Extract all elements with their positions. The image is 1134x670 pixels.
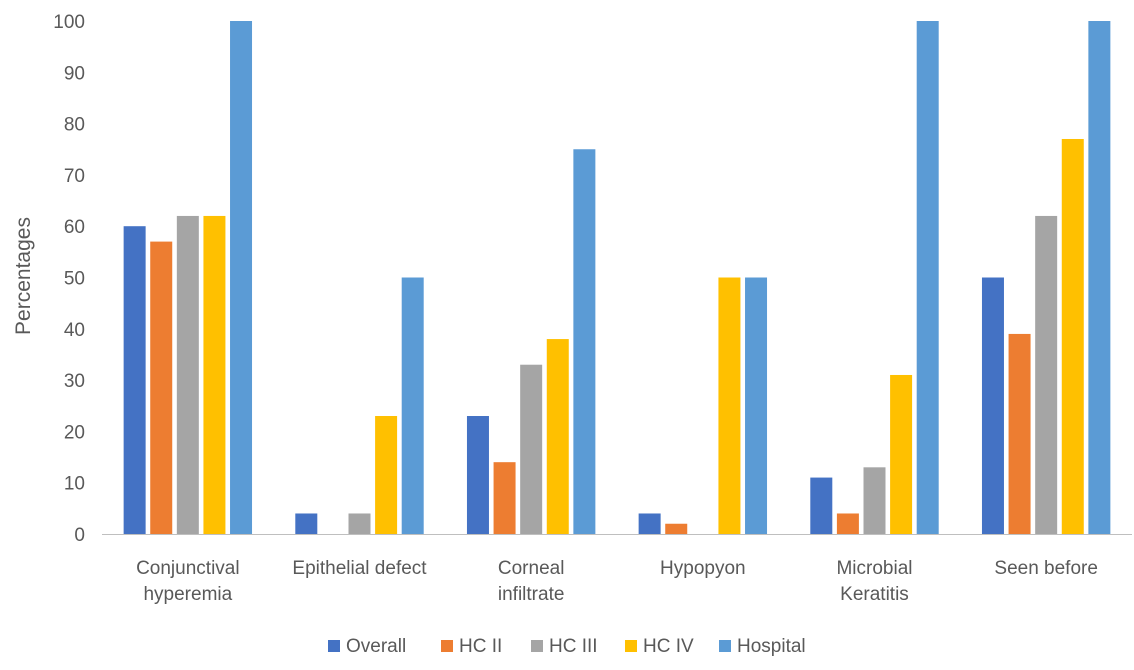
x-category-label: Corneal infiltrate: [498, 558, 565, 605]
bar-hc-iv: [890, 374, 913, 534]
legend-swatch: [531, 640, 543, 652]
legend-swatch: [625, 640, 637, 652]
bar-hospital: [916, 21, 939, 534]
bar-hc-iv: [375, 416, 398, 534]
y-tick-label: 100: [53, 12, 85, 33]
bar-overall: [810, 477, 833, 534]
y-tick-label: 10: [64, 474, 85, 495]
bar-hc-ii: [665, 523, 688, 534]
legend-swatch: [441, 640, 453, 652]
bar-hospital: [401, 277, 424, 534]
bars: [123, 21, 1111, 535]
bar-hc-iii: [520, 364, 543, 534]
y-tick-label: 20: [64, 422, 85, 443]
bar-hc-iii: [1035, 215, 1058, 534]
y-tick-label: 70: [64, 166, 85, 187]
legend-swatch: [719, 640, 731, 652]
bar-hc-ii: [493, 462, 516, 534]
y-tick-label: 0: [74, 525, 85, 546]
bar-overall: [295, 513, 318, 534]
y-tick-label: 30: [64, 371, 85, 392]
x-category-label: Epithelial defect: [292, 558, 427, 579]
legend-label: HC III: [549, 636, 598, 657]
x-category-label: Conjunctival hyperemia: [136, 558, 240, 605]
bar-hc-iv: [203, 215, 226, 534]
x-category-label: Microbial Keratitis: [836, 558, 912, 605]
legend-label: Hospital: [737, 636, 806, 657]
bar-hc-iv: [546, 339, 569, 534]
y-tick-label: 90: [64, 63, 85, 84]
bar-hc-iv: [718, 277, 741, 534]
legend-swatch: [328, 640, 340, 652]
y-tick-label: 50: [64, 269, 85, 290]
bar-hospital: [1088, 21, 1111, 534]
y-axis-ticks: 0 10 20 30 40 50 60 70 80 90 100: [53, 12, 85, 546]
bar-hc-iii: [348, 513, 371, 534]
bar-overall: [981, 277, 1004, 534]
y-axis-label: Percentages: [12, 217, 35, 335]
legend-label: HC IV: [643, 636, 694, 657]
bar-hc-iii: [863, 467, 886, 534]
legend: Overall HC II HC III HC IV Hospital: [328, 636, 806, 657]
bar-overall: [638, 513, 661, 534]
bar-hc-iii: [176, 215, 199, 534]
bar-hc-ii: [150, 241, 173, 534]
x-axis-categories: Conjunctival hyperemia Epithelial defect Co…: [136, 558, 1098, 605]
legend-label: Overall: [346, 636, 406, 657]
y-tick-label: 80: [64, 115, 85, 136]
bar-hc-ii: [836, 513, 859, 534]
bar-hc-iv: [1061, 138, 1084, 535]
x-category-label: Seen before: [994, 558, 1098, 579]
bar-hospital: [573, 149, 596, 534]
y-tick-label: 60: [64, 217, 85, 238]
x-category-label: Hypopyon: [660, 558, 746, 579]
legend-label: HC II: [459, 636, 502, 657]
bar-hospital: [230, 21, 253, 534]
bar-hospital: [745, 277, 768, 534]
y-tick-label: 40: [64, 320, 85, 341]
bar-hc-ii: [1008, 333, 1031, 534]
bar-overall: [123, 226, 146, 534]
bar-overall: [466, 416, 489, 534]
